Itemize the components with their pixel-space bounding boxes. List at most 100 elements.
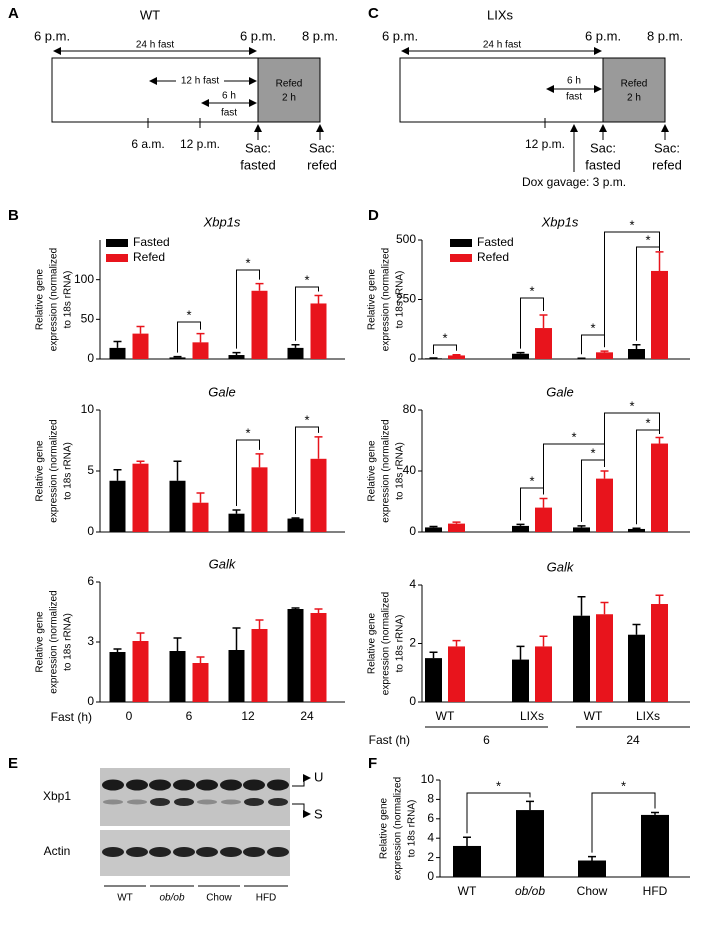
timeline-a: A WT 6 p.m. 6 p.m. 8 p.m. 24 h fast 12 h… <box>8 5 338 172</box>
error-bar <box>600 470 609 479</box>
legend-swatch <box>106 254 128 262</box>
error-bar <box>516 523 525 526</box>
blot-band <box>268 798 288 806</box>
significance-label: * <box>645 232 650 247</box>
error-bar <box>577 595 586 616</box>
y-tick-label: 2 <box>427 850 434 864</box>
significance-label: * <box>245 255 250 270</box>
significance-label: * <box>629 398 634 413</box>
bar <box>310 458 327 532</box>
y-tick-label: 4 <box>427 830 434 844</box>
period-label: 6 h <box>567 76 581 87</box>
y-tick-label: 40 <box>403 463 417 477</box>
bar <box>512 525 529 532</box>
lane-label: HFD <box>256 893 277 904</box>
blot-band <box>220 847 242 857</box>
blot-band <box>243 779 265 791</box>
legend-label: Refed <box>133 250 165 264</box>
error-bar <box>232 351 241 356</box>
blot-image <box>100 768 290 826</box>
period-label: fast <box>566 92 582 103</box>
x-tick-label: WT <box>458 884 477 898</box>
error-bar <box>291 517 300 519</box>
chart-title: Galk <box>547 559 575 574</box>
bar <box>516 810 544 877</box>
x-tick-label: 24 <box>300 709 314 723</box>
error-bar <box>113 469 122 481</box>
y-tick-label: 100 <box>74 272 94 286</box>
y-tick-label: 3 <box>87 634 94 648</box>
y-axis-label: Relative gene <box>35 268 46 330</box>
y-tick-label: 2 <box>409 636 416 650</box>
significance-bracket <box>236 439 260 507</box>
sac-label: fasted <box>240 157 275 172</box>
significance-label: * <box>621 778 626 793</box>
significance-bracket <box>591 792 656 853</box>
refed-label: Refed <box>276 79 303 90</box>
significance-bracket <box>604 412 660 467</box>
chart-title: Gale <box>208 384 235 399</box>
error-bar <box>173 637 182 651</box>
legend-swatch <box>450 239 472 247</box>
sac-label: Sac: <box>590 140 616 155</box>
error-bar <box>632 527 641 529</box>
refed-box <box>257 57 321 123</box>
blot-band <box>127 799 147 805</box>
bar <box>169 651 186 702</box>
period-label: 12 h fast <box>181 76 220 87</box>
chart-title: Galk <box>209 556 237 571</box>
bar <box>596 478 613 532</box>
y-tick-label: 50 <box>81 312 95 326</box>
error-bar <box>255 453 264 468</box>
bar <box>573 527 590 532</box>
time-label: 8 p.m. <box>647 28 683 43</box>
y-axis-label: expression (normalized <box>381 419 392 522</box>
chart-title: Gale <box>546 384 573 399</box>
blot-band <box>244 798 264 806</box>
error-bar <box>232 509 241 514</box>
dox-label: Dox gavage: 3 p.m. <box>522 175 626 189</box>
x-axis-label: Fast (h) <box>369 733 410 747</box>
error-bar <box>452 353 461 356</box>
y-axis-label: Relative gene <box>35 440 46 502</box>
y-axis-label: to 18s rRNA) <box>407 800 418 858</box>
error-bar <box>255 619 264 629</box>
bar <box>132 463 149 532</box>
group-label: 24 <box>626 733 640 747</box>
significance-label: * <box>590 445 595 460</box>
error-bar <box>314 608 323 613</box>
significance-bracket <box>604 231 660 348</box>
group-label: 6 <box>483 733 490 747</box>
bar <box>192 663 209 702</box>
significance-bracket <box>466 792 531 834</box>
blot-band <box>103 799 123 805</box>
error-bar <box>655 594 664 605</box>
blot-band <box>221 799 241 805</box>
error-bar <box>196 492 205 503</box>
bar <box>109 347 126 359</box>
y-tick-label: 10 <box>81 402 95 416</box>
bar <box>453 845 481 877</box>
bar <box>448 355 465 359</box>
blot-band <box>149 847 171 857</box>
y-tick-label: 0 <box>87 524 94 538</box>
bar <box>535 646 552 702</box>
sac-label: refed <box>652 157 682 172</box>
refed-label: 2 h <box>282 93 296 104</box>
error-bar <box>232 627 241 650</box>
error-bar <box>429 525 438 528</box>
time-label: 6 p.m. <box>34 28 70 43</box>
blot-band <box>267 779 289 791</box>
time-label: 6 p.m. <box>240 28 276 43</box>
y-tick-label: 0 <box>409 524 416 538</box>
blot-band <box>126 847 148 857</box>
sac-label: refed <box>307 157 337 172</box>
significance-label: * <box>304 412 309 427</box>
period-label: 24 h fast <box>136 40 175 51</box>
error-bar <box>136 325 145 334</box>
sac-label: fasted <box>585 157 620 172</box>
error-bar <box>136 460 145 464</box>
bar <box>169 480 186 532</box>
bar <box>512 353 529 359</box>
